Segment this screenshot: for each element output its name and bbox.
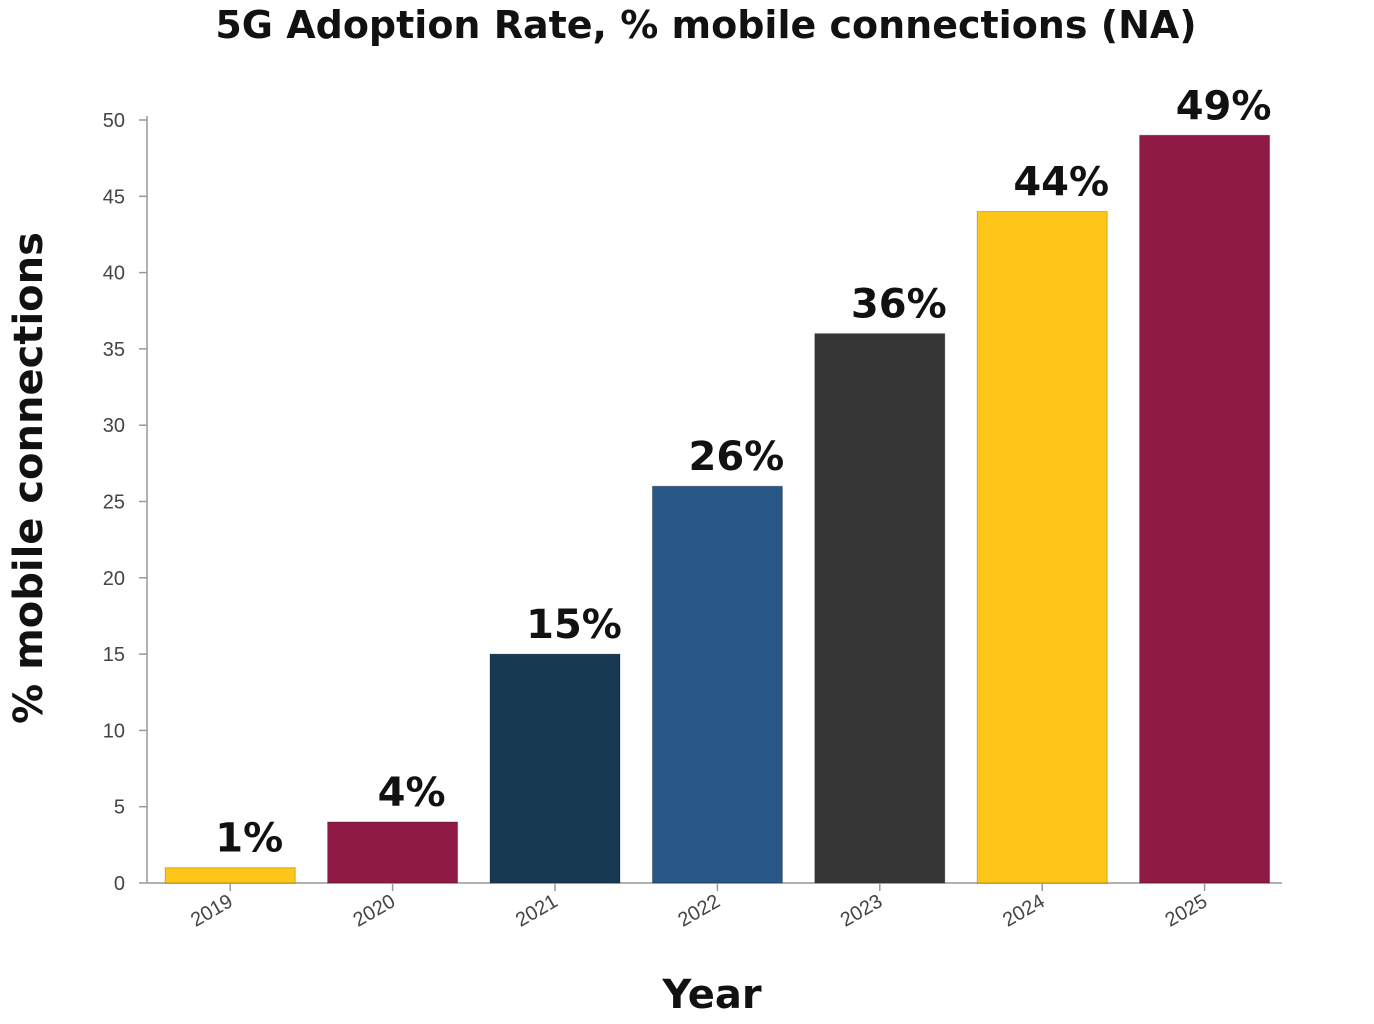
bar-2025 bbox=[1139, 134, 1271, 884]
x-tick-label-2021: 2021 bbox=[512, 890, 562, 931]
y-tick-label: 35 bbox=[103, 339, 125, 361]
y-tick-label: 30 bbox=[103, 415, 125, 437]
data-label-2024: 44% bbox=[1013, 160, 1109, 206]
bar-2021 bbox=[489, 653, 621, 884]
data-label-2019: 1% bbox=[215, 816, 283, 862]
x-tick-label-2022: 2022 bbox=[674, 890, 724, 931]
x-tick-label-2020: 2020 bbox=[350, 890, 400, 931]
y-tick-label: 15 bbox=[103, 644, 125, 666]
bar-2020 bbox=[327, 821, 459, 884]
data-label-2020: 4% bbox=[378, 770, 446, 816]
y-tick-label: 40 bbox=[103, 263, 125, 285]
y-tick-label: 50 bbox=[103, 110, 125, 132]
y-tick-label: 20 bbox=[103, 568, 125, 590]
data-label-2023: 36% bbox=[851, 282, 947, 328]
y-tick-label: 25 bbox=[103, 492, 125, 514]
plot-area: 051015202530354045501%20194%202015%20212… bbox=[103, 83, 1282, 932]
y-tick-label: 10 bbox=[103, 720, 125, 742]
x-tick-label-2023: 2023 bbox=[837, 890, 887, 931]
data-label-2022: 26% bbox=[689, 434, 785, 480]
bar-2023 bbox=[814, 333, 946, 884]
y-tick-label: 45 bbox=[103, 186, 125, 208]
data-label-2025: 49% bbox=[1176, 83, 1272, 129]
x-tick-label-2025: 2025 bbox=[1162, 890, 1212, 931]
y-tick-label: 5 bbox=[114, 797, 125, 819]
bar-2019 bbox=[164, 867, 296, 884]
data-label-2021: 15% bbox=[526, 602, 622, 648]
x-tick-label-2019: 2019 bbox=[187, 890, 237, 931]
x-tick-label-2024: 2024 bbox=[999, 890, 1049, 931]
chart-title: 5G Adoption Rate, % mobile connections (… bbox=[215, 3, 1196, 47]
x-axis-title: Year bbox=[661, 972, 761, 1018]
bar-2024 bbox=[976, 211, 1108, 884]
y-tick-label: 0 bbox=[114, 873, 125, 895]
y-axis-title: % mobile connections bbox=[6, 232, 52, 724]
bar-2022 bbox=[651, 485, 783, 884]
